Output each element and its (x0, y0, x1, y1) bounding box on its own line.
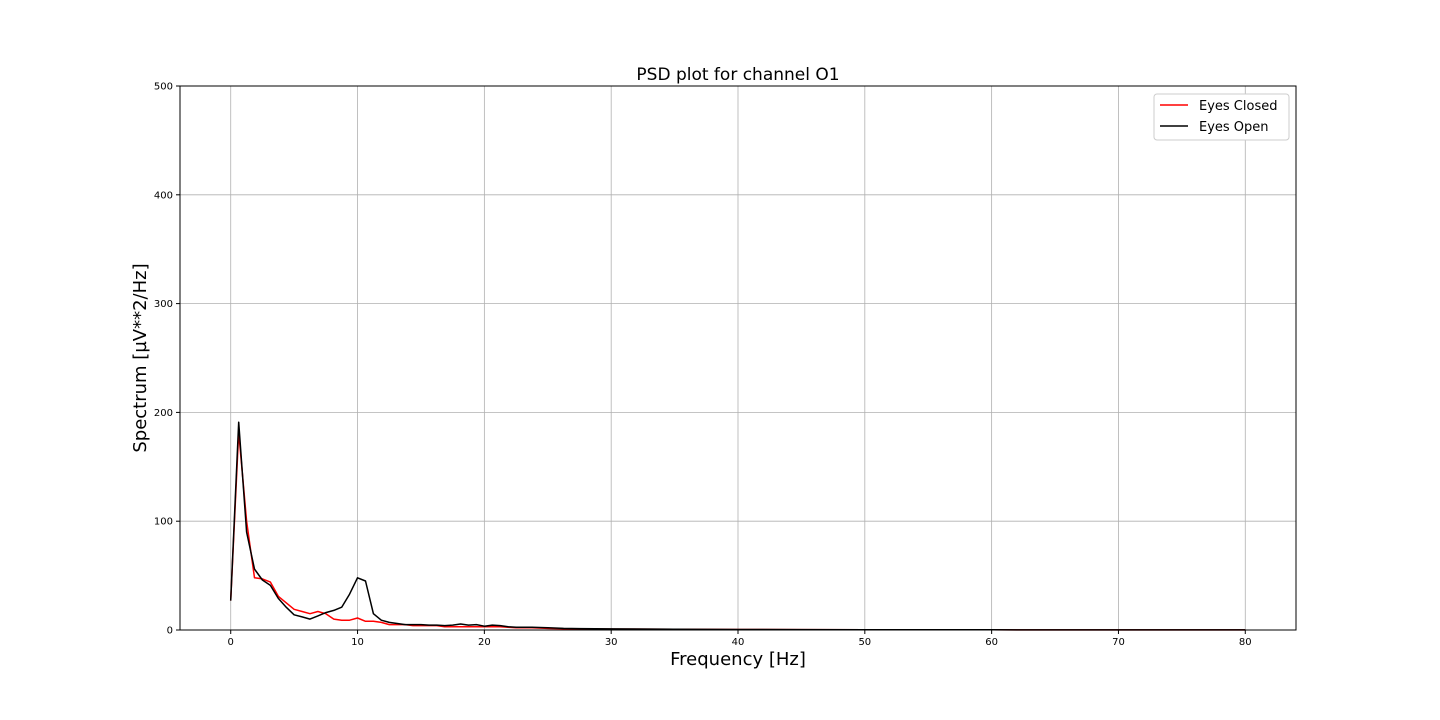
x-tick-label: 50 (858, 637, 871, 648)
x-tick-label: 70 (1112, 637, 1125, 648)
x-tick-label: 10 (351, 637, 364, 648)
x-tick-label: 80 (1239, 637, 1252, 648)
ticks: 0 10 20 30 40 50 60 70 80 0 100 200 300 400 500 (154, 82, 1252, 649)
y-axis-label: Spectrum [µV**2/Hz] (130, 263, 151, 452)
chart-title: PSD plot for channel O1 (636, 65, 839, 85)
legend: Eyes Closed Eyes Open (1153, 93, 1290, 141)
series-line-eyes-open (229, 421, 1246, 631)
y-tick-label: 300 (154, 299, 173, 310)
x-axis-label: Frequency [Hz] (670, 649, 806, 670)
x-tick-label: 30 (605, 637, 618, 648)
y-tick-label: 200 (154, 408, 173, 419)
legend-label-eyes-closed: Eyes Closed (1199, 99, 1277, 114)
x-tick-label: 20 (478, 637, 491, 648)
y-tick-label: 100 (154, 517, 173, 528)
legend-label-eyes-open: Eyes Open (1199, 120, 1269, 135)
x-tick-label: 60 (985, 637, 998, 648)
x-tick-label: 40 (732, 637, 745, 648)
y-tick-label: 400 (154, 190, 173, 201)
x-tick-label: 0 (228, 637, 234, 648)
y-tick-label: 500 (154, 82, 173, 93)
y-tick-label: 0 (167, 626, 173, 637)
plot-series (229, 421, 1246, 631)
